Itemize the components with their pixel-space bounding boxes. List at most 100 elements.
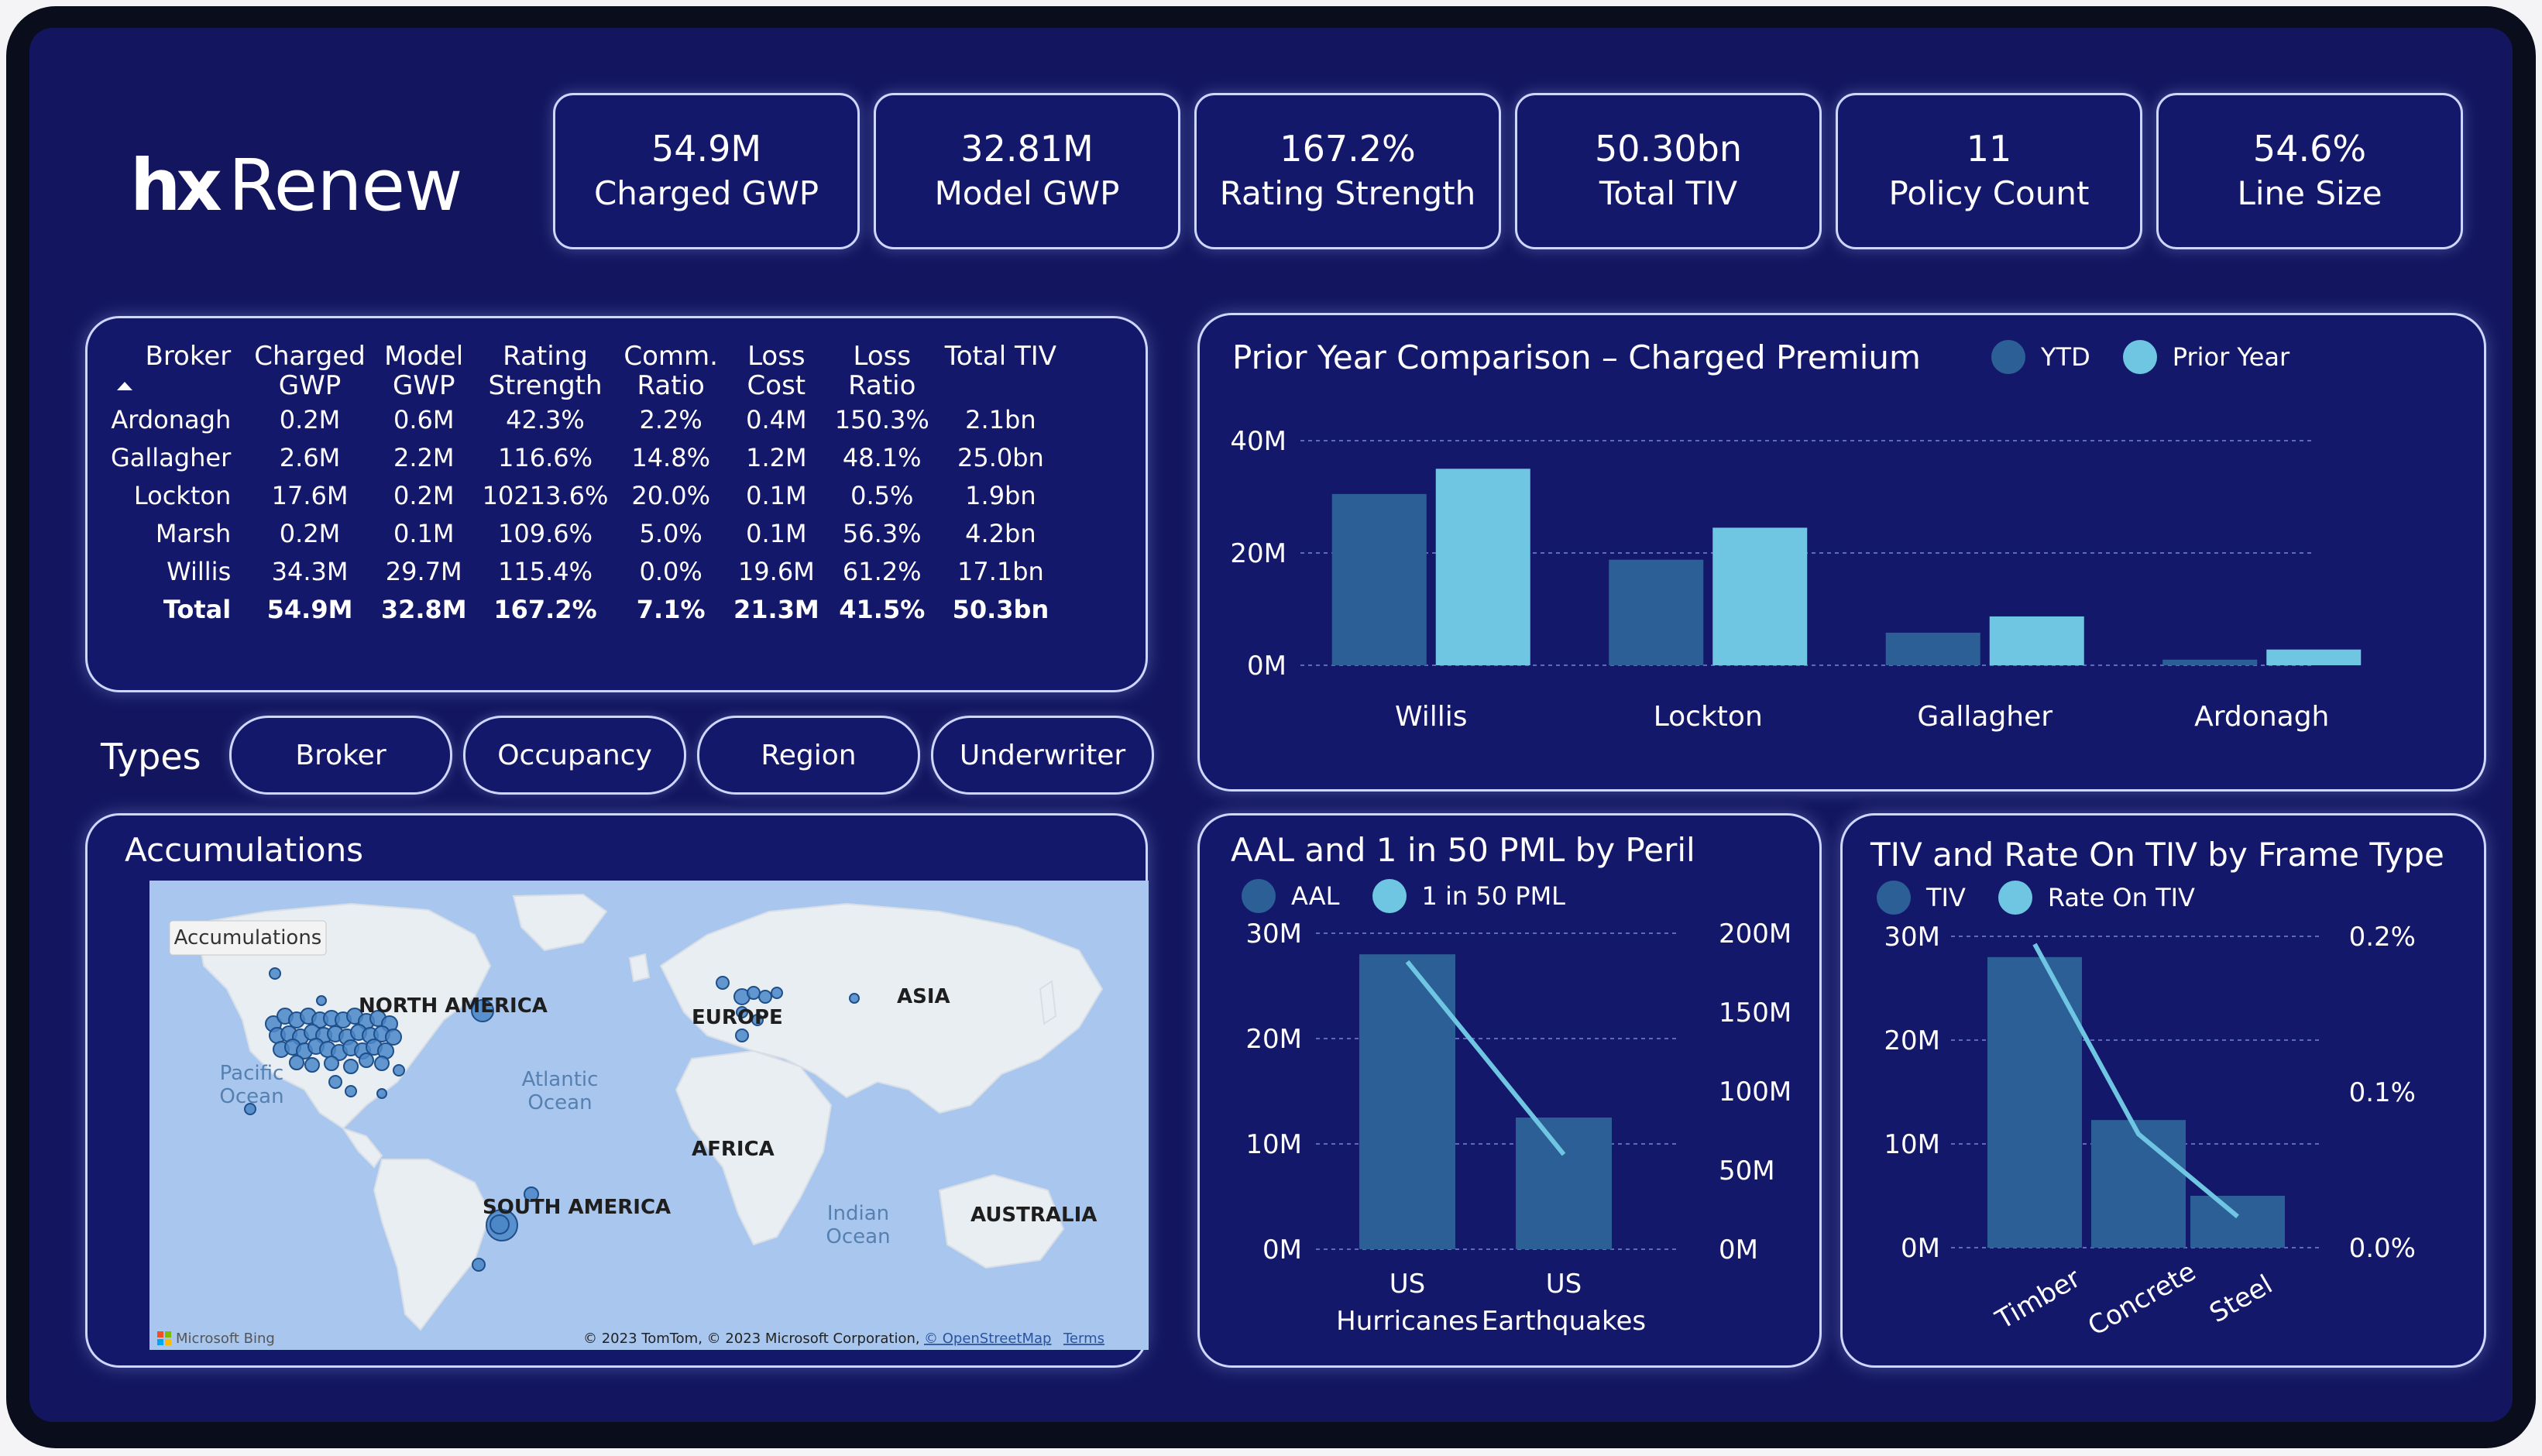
col-rating-strength[interactable]: Rating Strength	[488, 341, 603, 401]
app-logo: hx Renew	[130, 144, 462, 227]
map-footer: Microsoft Bing © 2023 TomTom, © 2023 Mic…	[157, 1331, 1104, 1347]
australia-landmass	[938, 1173, 1065, 1269]
svg-text:Pacific: Pacific	[220, 1062, 284, 1085]
accumulations-map[interactable]: Accumulations NORTH AMERICA EUROPE ASIA …	[149, 881, 1149, 1350]
bar-prior-year-ardonagh	[2266, 649, 2362, 665]
dashboard: hx Renew 54.9M Charged GWP 32.81M Model GWP…	[29, 28, 2513, 1422]
aal-pml-chart-title: AAL and 1 in 50 PML by Peril	[1231, 831, 1695, 869]
x-tick-label: Timber	[1990, 1262, 2086, 1336]
col-broker[interactable]: Broker	[103, 342, 246, 401]
table-row[interactable]: Marsh 0.2M 0.1M 109.6% 5.0% 0.1M 56.3% 4.2bn	[155, 519, 1036, 548]
legend-ytd-swatch	[1991, 340, 2025, 374]
col-loss-ratio[interactable]: Loss Ratio	[848, 341, 916, 401]
sort-ascending-icon[interactable]	[117, 382, 132, 390]
y-tick-label: 0M	[1247, 651, 1286, 682]
svg-text:Atlantic: Atlantic	[522, 1068, 599, 1091]
x-tick-label: Hurricanes	[1336, 1306, 1479, 1337]
svg-text:Ocean: Ocean	[219, 1085, 283, 1108]
x-tick-label: Gallagher	[1917, 701, 2052, 733]
table-header-row: Broker Charged GWP Model GWP Rating Strengt…	[103, 342, 1064, 401]
aal-pml-chart: 30M 20M 10M 0M 200M 150M 100M 50M 0M US Hurricanes…	[1245, 919, 1791, 1337]
y-right-tick-label: 0M	[1719, 1235, 1758, 1265]
type-occupancy-button[interactable]: Occupancy	[463, 716, 686, 795]
type-underwriter-button[interactable]: Underwriter	[931, 716, 1154, 795]
south-america-landmass	[373, 1159, 492, 1331]
legend-aal[interactable]: AAL	[1242, 879, 1340, 913]
table-row[interactable]: Lockton 17.6M 0.2M 10213.6% 20.0% 0.1M 0.5% 1.9…	[133, 481, 1036, 510]
kpi-line-size: 54.6% Line Size	[2156, 93, 2463, 249]
africa-landmass	[675, 1049, 833, 1246]
legend-rate-on-tiv[interactable]: Rate On TIV	[1998, 881, 2195, 915]
svg-text:SOUTH AMERICA: SOUTH AMERICA	[483, 1196, 671, 1219]
y-left-tick-label: 0M	[1901, 1233, 1940, 1264]
type-broker-button[interactable]: Broker	[229, 716, 452, 795]
bar-aal-earthquakes	[1516, 1118, 1612, 1249]
legend-aal-swatch	[1242, 879, 1276, 913]
aal-pml-legend: AAL 1 in 50 PML	[1242, 879, 1598, 913]
line-rate-on-tiv	[2032, 943, 2239, 1219]
y-right-tick-label: 50M	[1719, 1156, 1775, 1186]
map-badge: Accumulations	[174, 926, 322, 949]
bar-ytd-lockton	[1609, 559, 1704, 665]
col-model-gwp[interactable]: Model GWP	[384, 341, 464, 401]
terms-link[interactable]: Terms	[1063, 1331, 1104, 1347]
y-left-tick-label: 20M	[1245, 1024, 1302, 1055]
x-tick-label: Steel	[2204, 1269, 2278, 1330]
y-left-tick-label: 10M	[1884, 1129, 1940, 1160]
svg-text:ASIA: ASIA	[897, 985, 950, 1008]
bar-ytd-gallagher	[1885, 632, 1980, 665]
legend-tiv[interactable]: TIV	[1877, 881, 1966, 915]
legend-prior-year[interactable]: Prior Year	[2122, 340, 2290, 374]
y-left-tick-label: 20M	[1884, 1025, 1940, 1056]
kpi-charged-gwp: 54.9M Charged GWP	[553, 93, 860, 249]
legend-tiv-swatch	[1877, 881, 1911, 915]
svg-text:Ocean: Ocean	[826, 1225, 890, 1248]
prior-year-legend: YTD Prior Year	[1991, 340, 2322, 374]
map-canvas: Accumulations NORTH AMERICA EUROPE ASIA …	[157, 893, 1104, 1347]
table-row[interactable]: Willis 34.3M 29.7M 115.4% 0.0% 19.6M 61.2% 17.1…	[167, 557, 1044, 586]
type-region-button[interactable]: Region	[697, 716, 920, 795]
x-tick-label: Lockton	[1654, 701, 1763, 733]
eurasia-landmass	[659, 902, 1104, 1114]
y-right-tick-label: 150M	[1719, 998, 1791, 1028]
bar-ytd-willis	[1331, 493, 1427, 665]
y-tick-label: 40M	[1230, 426, 1286, 457]
broker-table: Broker Charged GWP Model GWP Rating Strengt…	[103, 342, 1064, 629]
osm-link[interactable]: © OpenStreetMap	[924, 1331, 1051, 1347]
prior-year-chart: 40M 20M 0M Willis Lockton Gallagher Ardonagh	[1230, 426, 2362, 733]
aal-pml-chart-panel: AAL and 1 in 50 PML by Peril AAL 1 in 50…	[1197, 813, 1822, 1368]
bar-ytd-ardonagh	[2162, 659, 2258, 665]
svg-text:AFRICA: AFRICA	[692, 1138, 775, 1161]
accumulation-markers	[244, 967, 860, 1272]
y-right-tick-label: 0.0%	[2349, 1233, 2416, 1264]
tiv-frame-legend: TIV Rate On TIV	[1877, 881, 2228, 915]
y-tick-label: 20M	[1230, 538, 1286, 569]
bing-logo: Microsoft Bing	[176, 1331, 275, 1347]
legend-pml[interactable]: 1 in 50 PML	[1372, 879, 1565, 913]
col-charged-gwp[interactable]: Charged GWP	[254, 341, 366, 401]
uk-landmass	[628, 953, 651, 983]
map-ocean-labels: Pacific Ocean Atlantic Ocean Indian Ocea…	[219, 1062, 890, 1248]
col-comm-ratio[interactable]: Comm. Ratio	[623, 341, 718, 401]
accumulations-title: Accumulations	[125, 831, 364, 869]
y-left-tick-label: 10M	[1245, 1129, 1302, 1160]
svg-text:Ocean: Ocean	[527, 1091, 592, 1114]
legend-pml-swatch	[1372, 879, 1407, 913]
svg-text:EUROPE: EUROPE	[692, 1006, 783, 1029]
col-total-tiv[interactable]: Total TIV	[944, 341, 1057, 372]
table-row[interactable]: Ardonagh 0.2M 0.6M 42.3% 2.2% 0.4M 150.3% 2.1bn	[111, 405, 1036, 434]
legend-rate-on-tiv-swatch	[1998, 881, 2032, 915]
legend-prior-year-swatch	[2122, 340, 2157, 374]
y-right-tick-label: 100M	[1719, 1077, 1791, 1107]
tiv-frame-chart-panel: TIV and Rate On TIV by Frame Type TIV Ra…	[1840, 813, 2486, 1368]
kpi-model-gwp: 32.81M Model GWP	[874, 93, 1180, 249]
x-tick-label: US	[1546, 1269, 1582, 1300]
col-loss-cost[interactable]: Loss Cost	[747, 341, 806, 401]
legend-ytd[interactable]: YTD	[1991, 340, 2090, 374]
x-tick-label: Concrete	[2083, 1256, 2201, 1342]
x-tick-label: Ardonagh	[2194, 701, 2329, 733]
svg-text:NORTH AMERICA: NORTH AMERICA	[359, 994, 548, 1018]
table-row[interactable]: Gallagher 2.6M 2.2M 116.6% 14.8% 1.2M 48.1% 25.…	[111, 443, 1044, 472]
bar-tiv-concrete	[2091, 1120, 2186, 1248]
